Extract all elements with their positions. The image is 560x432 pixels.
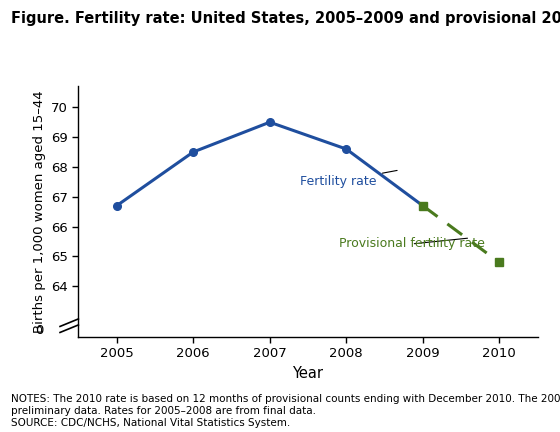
Text: Figure. Fertility rate: United States, 2005–2009 and provisional 2010: Figure. Fertility rate: United States, 2… (11, 11, 560, 26)
Text: Fertility rate: Fertility rate (300, 171, 397, 188)
Y-axis label: Births per 1,000 women aged 15–44: Births per 1,000 women aged 15–44 (32, 90, 45, 333)
Text: NOTES: The 2010 rate is based on 12 months of provisional counts ending with Dec: NOTES: The 2010 rate is based on 12 mont… (11, 394, 560, 428)
Text: 0: 0 (36, 324, 44, 337)
X-axis label: Year: Year (292, 366, 324, 381)
Text: Provisional fertility rate: Provisional fertility rate (339, 238, 484, 251)
